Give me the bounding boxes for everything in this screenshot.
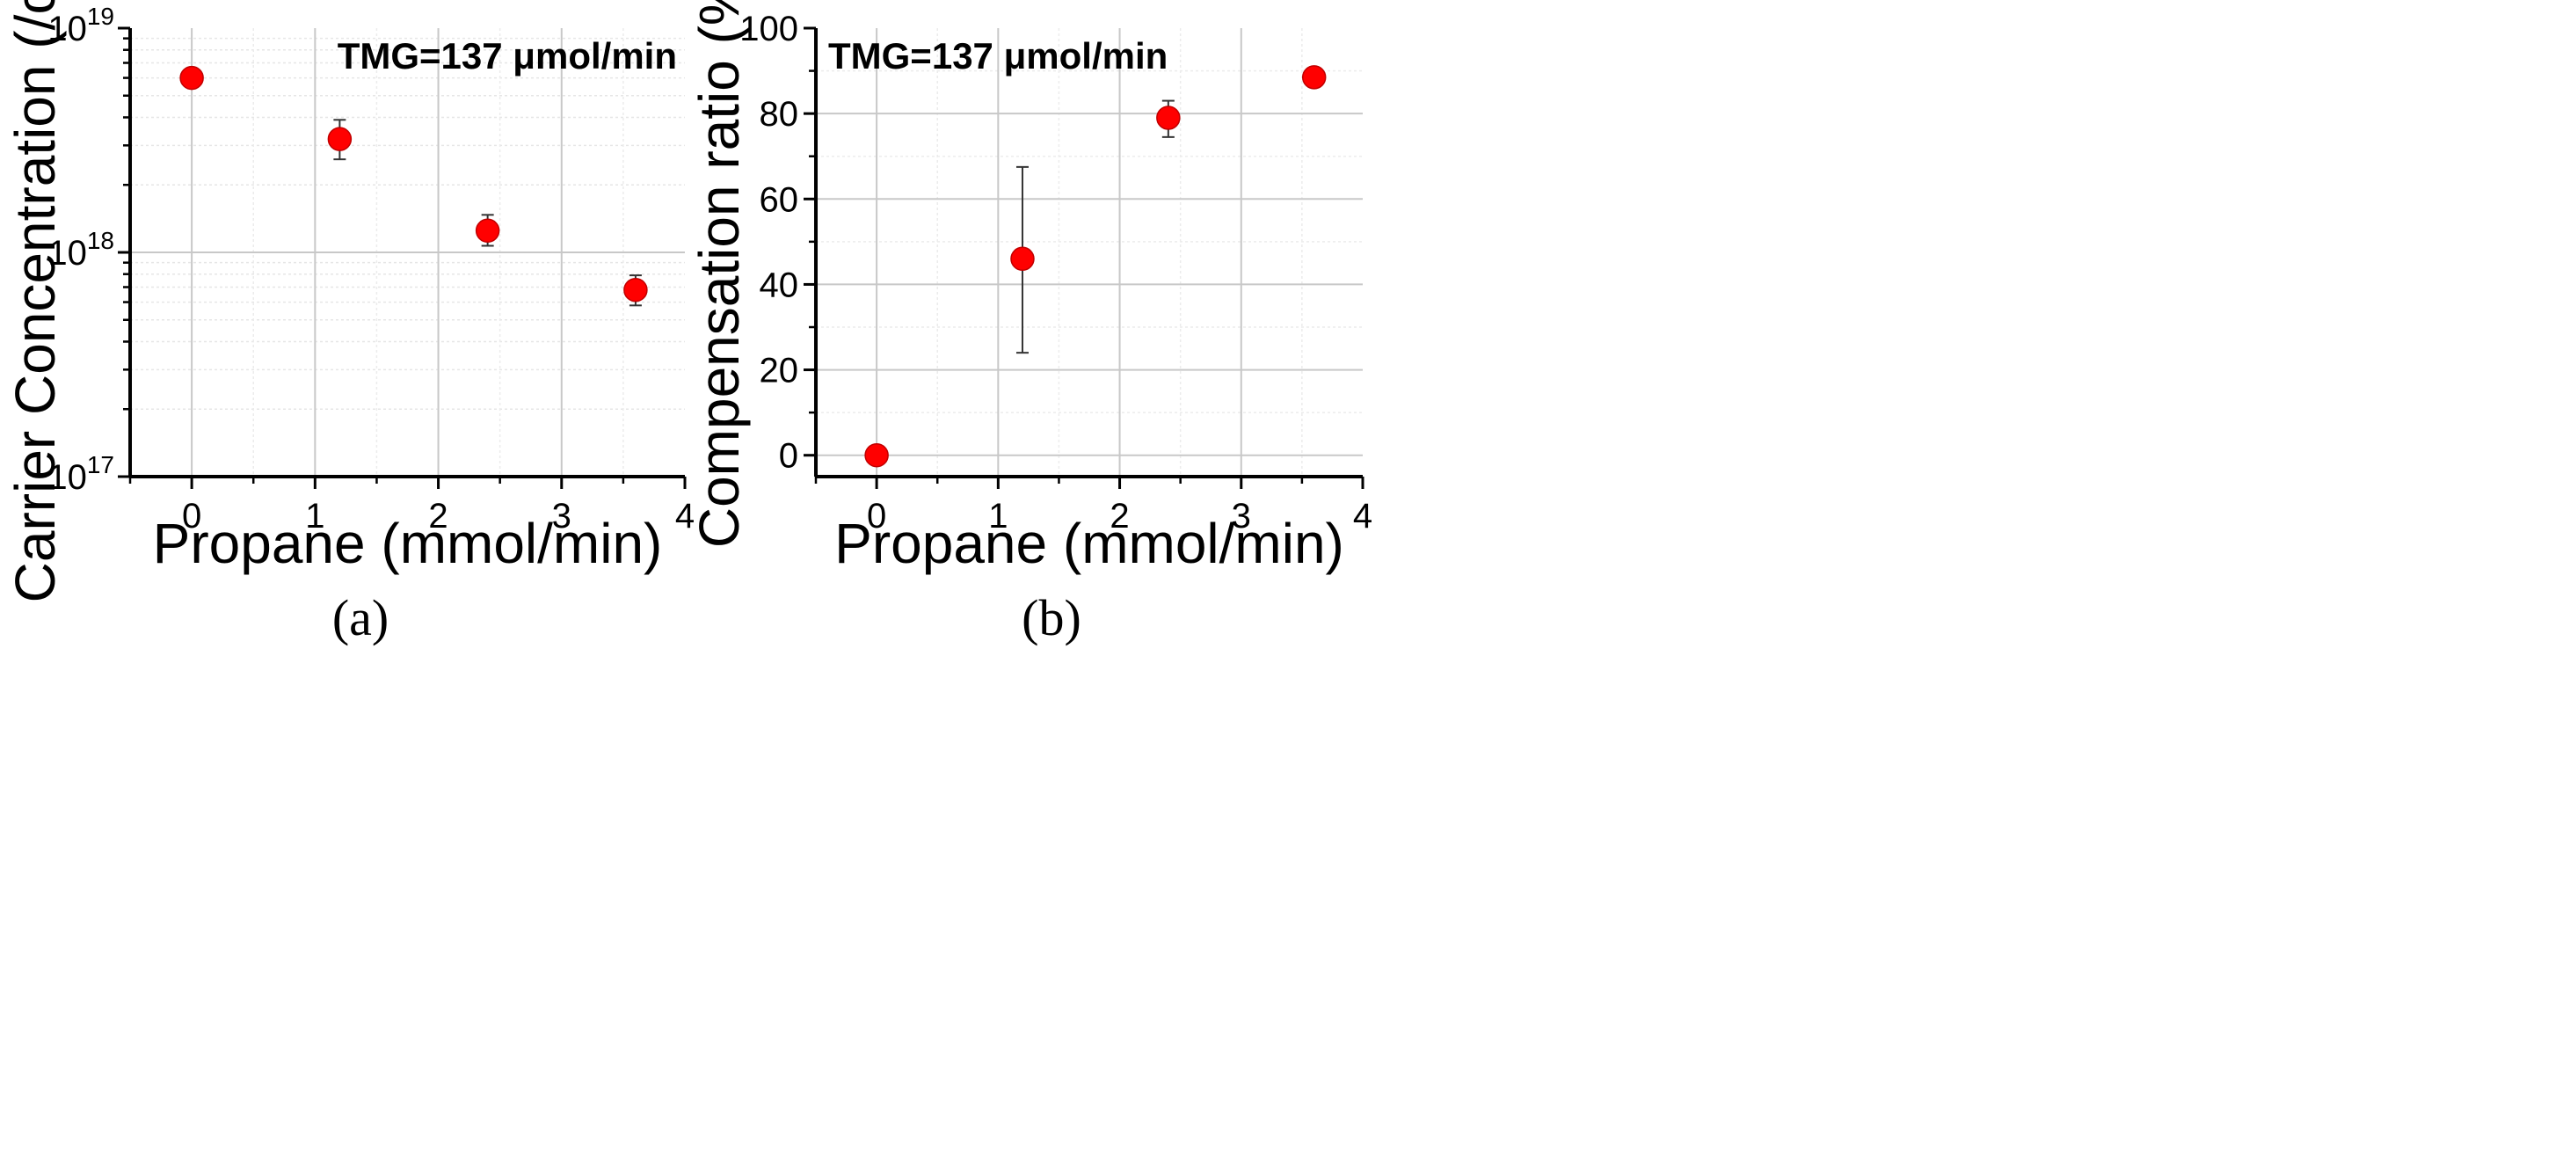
x-tick-label: 1 [305,497,324,536]
y-tick-label-base: 10 [47,234,87,273]
x-tick-label: 1 [988,497,1008,536]
y-axis-title: Compensation ratio (%) [688,0,751,548]
data-point [179,65,204,91]
y-tick-label: 20 [760,352,799,390]
x-tick-label: 4 [1353,497,1372,536]
y-tick-label: 1018 [47,227,114,273]
data-point [327,127,353,151]
annotation-tmg: TMG=137 μmol/min [828,35,1168,77]
data-point [623,277,648,303]
data-series [179,65,648,307]
x-tick-label: 4 [675,497,695,536]
x-axis-title: Propane (mmol/min) [834,512,1344,575]
annotation-tmg: TMG=137 μmol/min [338,35,677,77]
grid [815,28,1363,477]
y-tick-label: 60 [760,180,799,219]
x-tick-label: 0 [867,497,886,536]
panel-caption: (b) [1022,589,1081,646]
y-axis-title: Carrier Concentration (/cm³) [4,0,67,602]
y-tick-label: 40 [760,266,799,304]
data-series [864,65,1327,468]
y-tick-label-exponent: 19 [87,3,114,30]
y-tick-label: 100 [739,10,798,48]
x-axis-title: Propane (mmol/min) [153,512,663,575]
x-tick-label: 3 [552,497,571,536]
y-tick-label-exponent: 18 [87,227,114,254]
grid [129,28,685,477]
x-tick-label: 2 [428,497,448,536]
x-tick-label: 3 [1232,497,1251,536]
data-point [1010,246,1035,272]
y-tick-label: 0 [779,437,798,476]
y-tick-label-exponent: 17 [87,451,114,478]
data-point [1301,65,1327,90]
data-point [864,442,889,468]
x-tick-label: 0 [182,497,201,536]
x-tick-label: 2 [1110,497,1129,536]
data-point [1156,106,1181,130]
y-tick-label: 1019 [47,3,114,48]
data-point [475,218,500,244]
panel-caption: (a) [332,589,389,646]
y-tick-label: 80 [760,95,799,134]
y-tick-label: 1017 [47,451,114,497]
y-tick-label-base: 10 [47,10,87,48]
y-tick-label-base: 10 [47,458,87,497]
